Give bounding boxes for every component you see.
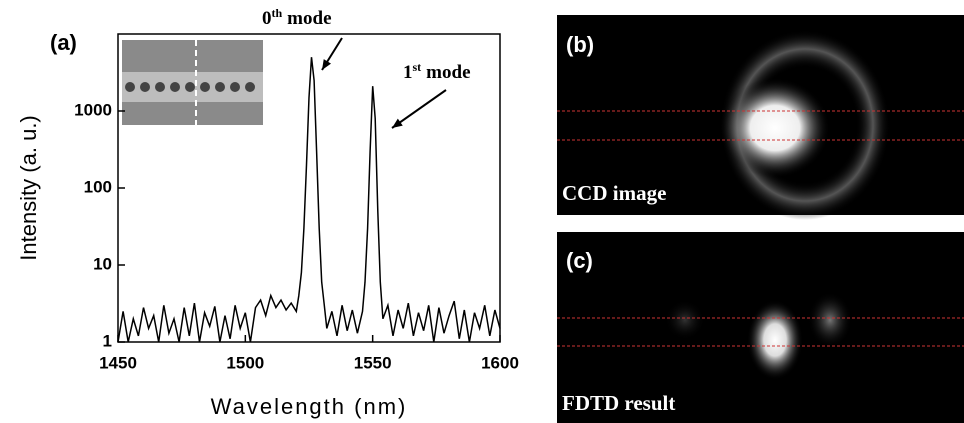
y-tick-label: 1000 bbox=[74, 100, 112, 119]
annotation-arrow bbox=[391, 89, 447, 129]
fdtd-panel bbox=[557, 232, 964, 423]
mode-annotation: 0th mode bbox=[262, 6, 332, 29]
x-tick-label: 1600 bbox=[481, 353, 519, 372]
mode-annotation: 1st mode bbox=[403, 60, 471, 83]
x-tick-label: 1500 bbox=[226, 353, 264, 372]
annotation-tail: mode bbox=[426, 62, 470, 83]
annotation-sup: th bbox=[272, 6, 283, 20]
panel-label: (b) bbox=[566, 32, 594, 57]
y-tick-label: 1 bbox=[103, 331, 112, 350]
y-tick-label: 10 bbox=[93, 254, 112, 273]
x-tick-label: 1550 bbox=[354, 353, 392, 372]
annotation-tail: mode bbox=[287, 8, 331, 29]
annotation-base: 1 bbox=[403, 62, 413, 83]
annotation-base: 0 bbox=[262, 8, 272, 29]
spectrum-line bbox=[117, 57, 501, 343]
arrow-head bbox=[392, 118, 403, 128]
x-axis-title: Wavelength (nm) bbox=[211, 394, 408, 419]
y-axis-title: Intensity (a. u.) bbox=[16, 115, 41, 261]
x-tick-label: 1450 bbox=[99, 353, 137, 372]
panel-label: (c) bbox=[566, 248, 593, 273]
panel-caption: FDTD result bbox=[562, 391, 675, 415]
sem-inset bbox=[122, 40, 263, 125]
ccd-panel bbox=[557, 15, 964, 220]
panel-caption: CCD image bbox=[562, 181, 666, 205]
panel-label: (a) bbox=[50, 30, 77, 55]
annotation-sup: st bbox=[413, 60, 422, 74]
y-tick-label: 100 bbox=[84, 177, 112, 196]
arrow-head bbox=[322, 59, 332, 70]
